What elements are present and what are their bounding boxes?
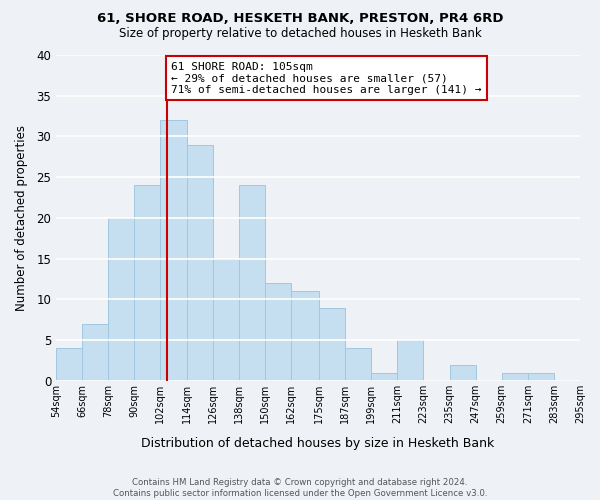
Text: Size of property relative to detached houses in Hesketh Bank: Size of property relative to detached ho… [119, 28, 481, 40]
Text: 61, SHORE ROAD, HESKETH BANK, PRESTON, PR4 6RD: 61, SHORE ROAD, HESKETH BANK, PRESTON, P… [97, 12, 503, 26]
Bar [82, 324, 108, 381]
Bar [160, 120, 187, 381]
Bar [528, 373, 554, 381]
Bar [397, 340, 424, 381]
Bar [134, 186, 160, 381]
X-axis label: Distribution of detached houses by size in Hesketh Bank: Distribution of detached houses by size … [142, 437, 494, 450]
Bar [291, 292, 319, 381]
Text: 61 SHORE ROAD: 105sqm
← 29% of detached houses are smaller (57)
71% of semi-deta: 61 SHORE ROAD: 105sqm ← 29% of detached … [171, 62, 482, 94]
Bar [319, 308, 345, 381]
Bar [239, 186, 265, 381]
Bar [345, 348, 371, 381]
Bar [449, 364, 476, 381]
Y-axis label: Number of detached properties: Number of detached properties [15, 125, 28, 311]
Bar [371, 373, 397, 381]
Bar [187, 144, 212, 381]
Bar [502, 373, 528, 381]
Bar [265, 283, 291, 381]
Bar [56, 348, 82, 381]
Bar [108, 218, 134, 381]
Text: Contains HM Land Registry data © Crown copyright and database right 2024.
Contai: Contains HM Land Registry data © Crown c… [113, 478, 487, 498]
Bar [212, 258, 239, 381]
